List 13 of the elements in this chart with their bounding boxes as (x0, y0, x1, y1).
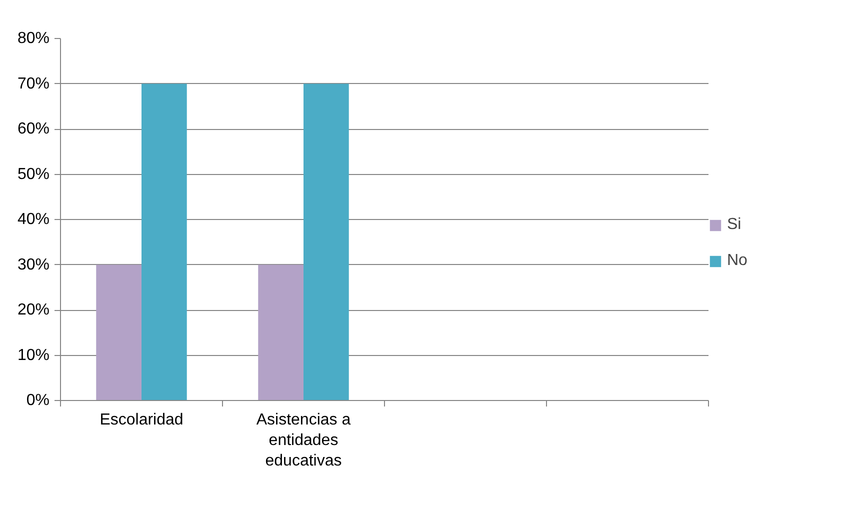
x-tick-label: Escolaridad (100, 412, 184, 428)
y-tick-label: 40% (17, 211, 50, 228)
y-tick-label: 50% (17, 166, 50, 183)
y-tick-label: 20% (17, 302, 50, 318)
y-tick-label: 80% (17, 30, 50, 47)
y-tick-label: 60% (17, 120, 50, 138)
x-tick-label: Asistencias a entidades educativas (256, 412, 351, 470)
legend-label: No (727, 252, 748, 270)
legend-label: Si (727, 216, 742, 234)
y-tick-label: 0% (26, 392, 50, 409)
y-tick-label: 70% (17, 75, 50, 92)
y-tick-label: 10% (17, 346, 50, 364)
y-tick-label: 30% (17, 256, 50, 274)
